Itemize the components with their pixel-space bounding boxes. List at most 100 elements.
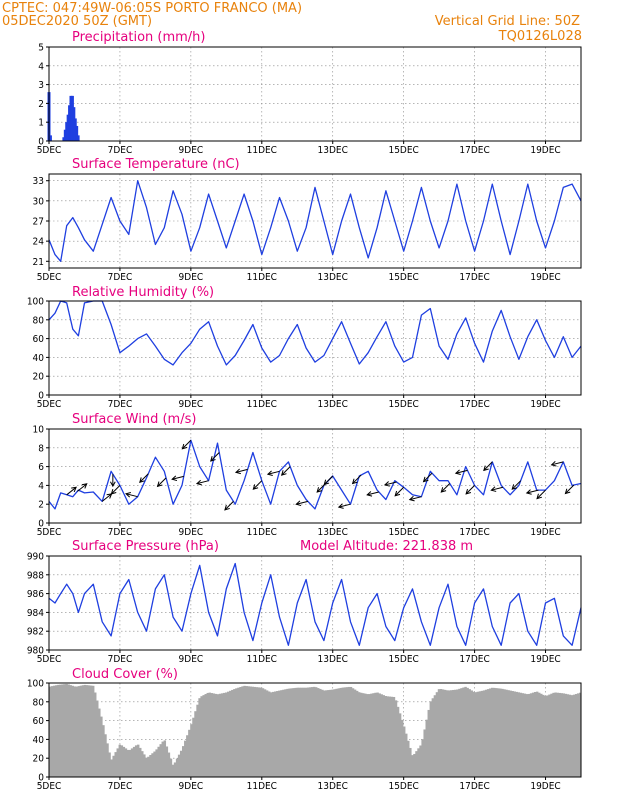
precipitation-bar: [75, 125, 79, 141]
header-code: TQ0126L028: [498, 29, 582, 44]
cloud-cover-bar: [308, 687, 312, 777]
pressure-xtick-label: 11DEC: [247, 654, 277, 665]
wind-direction-arrow: [281, 466, 291, 476]
humidity-ytick-label: 0: [38, 391, 44, 402]
pressure-ytick-label: 984: [27, 608, 44, 619]
temperature-xtick-label: 11DEC: [247, 272, 277, 283]
cloud-cover-bar: [554, 692, 557, 777]
wind-direction-arrow: [235, 468, 248, 473]
wind-arrow-head: [511, 484, 518, 490]
temperature-xtick-label: 7DEC: [108, 272, 133, 283]
cloud-cover-bar: [265, 690, 269, 777]
cloud-cover-bar: [67, 684, 70, 777]
cloud-cover-bar: [345, 687, 349, 777]
wind-arrow-head: [483, 465, 489, 472]
temperature-xtick-label: 17DEC: [459, 272, 489, 283]
cloud-cover-bar: [116, 748, 119, 777]
wind-direction-arrow: [296, 500, 309, 505]
precipitation-xtick-label: 13DEC: [318, 145, 348, 156]
wind-arrow-head: [490, 486, 497, 492]
cloud-cover-bar: [198, 698, 201, 777]
temperature-xtick-label: 9DEC: [179, 272, 204, 283]
cloud-cover-xtick-label: 15DEC: [388, 781, 418, 792]
cloud-cover-bar: [578, 692, 582, 777]
cloud-cover-bar: [200, 696, 203, 777]
cloud-cover-bar: [206, 692, 209, 777]
cloud-cover-bar: [392, 696, 396, 777]
cloud-cover-bar: [495, 688, 498, 777]
cloud-cover-bar: [550, 693, 553, 777]
wind-direction-arrow: [224, 501, 234, 511]
cloud-cover-bar: [243, 685, 246, 777]
precipitation-ytick-label: 3: [38, 80, 44, 91]
wind-direction-arrow: [125, 493, 138, 498]
cloud-cover-ytick-label: 40: [33, 735, 45, 746]
cloud-cover-bar: [157, 746, 160, 777]
cloud-cover-bar: [298, 687, 302, 777]
cloud-cover-bar: [396, 706, 400, 777]
precipitation-ytick-label: 5: [38, 43, 44, 54]
humidity-ytick-label: 40: [33, 353, 45, 364]
wind-direction-arrow: [323, 475, 334, 485]
cloud-cover-bar: [538, 692, 541, 777]
precipitation-ytick-label: 4: [38, 61, 44, 72]
cloud-cover-frame: [48, 682, 582, 778]
cloud-cover-bar: [433, 695, 437, 777]
cloud-cover-bar: [321, 689, 324, 777]
cloud-cover-bar: [454, 689, 457, 777]
wind-ytick-label: 10: [33, 425, 45, 436]
cloud-cover-bar: [304, 687, 308, 777]
cloud-cover-bar: [141, 751, 144, 777]
cloud-cover-bar: [337, 688, 340, 777]
cloud-cover-bar: [53, 685, 56, 777]
wind-panel: Surface Wind (m/s) 0 2 4 6 8 10 5DEC 7DEC 9DEC 11…: [33, 412, 582, 538]
cloud-cover-bar: [85, 685, 89, 777]
cloud-cover-bar: [509, 690, 512, 777]
cloud-cover-bar: [531, 692, 535, 777]
cloud-cover-bar: [402, 726, 406, 777]
cloud-cover-bar: [132, 746, 136, 777]
pressure-panel: Surface Pressure (hPa) Model Altitude: 2…: [27, 539, 582, 665]
model-altitude-label: Model Altitude: 221.838 m: [300, 539, 473, 554]
cloud-cover-bar: [386, 696, 390, 777]
cloud-cover-bar: [315, 687, 318, 777]
wind-direction-arrow: [536, 489, 546, 499]
humidity-ytick-label: 100: [27, 297, 44, 308]
wind-title: Surface Wind (m/s): [72, 412, 196, 427]
cloud-cover-bar: [333, 689, 336, 777]
wind-direction-arrow: [139, 473, 149, 483]
humidity-frame: [48, 300, 582, 396]
header-run: 05DEC2020 50Z (GMT): [2, 14, 152, 29]
cloud-cover-bar: [112, 755, 115, 777]
wind-arrow-head: [110, 488, 117, 495]
wind-ytick-label: 6: [38, 462, 44, 473]
cloud-cover-bar: [462, 687, 465, 777]
temperature-ytick-label: 30: [33, 196, 45, 207]
cloud-cover-bar: [245, 686, 248, 777]
cloud-cover-bar: [300, 687, 304, 777]
cloud-cover-bar: [63, 684, 66, 777]
cloud-cover-bar: [417, 748, 420, 777]
wind-frame: [48, 428, 582, 524]
wind-arrow-head: [323, 479, 330, 486]
cloud-cover-bar: [296, 687, 300, 777]
pressure-xtick-label: 7DEC: [108, 654, 133, 665]
wind-direction-arrow: [157, 477, 167, 487]
cloud-cover-bar: [513, 691, 516, 777]
wind-arrow-head: [564, 488, 571, 495]
pressure-xtick-label: 9DEC: [179, 654, 204, 665]
wind-ytick-label: 0: [38, 519, 44, 530]
wind-series-line: [48, 439, 582, 510]
cloud-cover-bar: [143, 754, 146, 777]
cloud-cover-bar: [59, 684, 62, 777]
wind-arrow-head: [440, 487, 447, 493]
cloud-cover-bar: [400, 719, 404, 777]
cloud-cover-bar: [529, 693, 533, 777]
precipitation-panel: Precipitation (mm/h) 0 1 2 3 4 5 5DEC 7DEC 9DEC 1…: [37, 30, 582, 156]
wind-xtick-label: 11DEC: [247, 527, 277, 538]
wind-arrow-head: [181, 443, 188, 450]
cloud-cover-bar: [278, 690, 281, 777]
wind-arrow-head: [81, 483, 88, 489]
cloud-cover-bar: [239, 687, 242, 777]
cloud-cover-bar: [343, 687, 347, 777]
